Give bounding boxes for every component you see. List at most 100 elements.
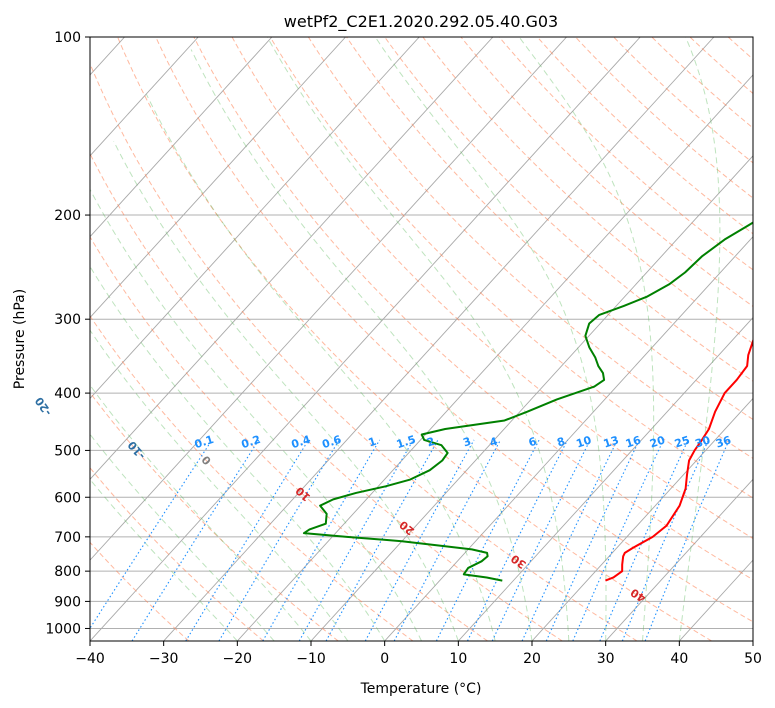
moist-adiabat-line xyxy=(90,188,422,641)
sounding-profiles xyxy=(302,221,753,582)
mixing-ratio-label: 0.6 xyxy=(320,433,343,451)
pressure-gridlines xyxy=(90,37,753,629)
chart-title: wetPf2_C2E1.2020.292.05.40.G03 xyxy=(284,12,558,32)
mixing-ratio-line xyxy=(364,439,475,641)
x-tick-label: 40 xyxy=(670,651,688,667)
mixing-ratio-line xyxy=(325,439,439,641)
mixing-ratio-line xyxy=(435,439,540,641)
dry-adiabat-line xyxy=(460,37,753,308)
x-tick-label: 10 xyxy=(449,651,467,667)
mixing-ratio-line xyxy=(572,439,665,641)
mixing-ratio-line xyxy=(131,439,260,641)
dry-adiabat-line xyxy=(90,315,414,641)
moist-adiabat-line xyxy=(374,37,607,641)
dry-adiabat-line xyxy=(193,37,753,581)
moist-adiabat-line xyxy=(90,329,349,641)
mixing-ratio-label: 2 xyxy=(425,435,436,450)
dry-adiabat-line xyxy=(90,467,264,641)
mixing-ratio-line xyxy=(218,439,340,641)
dry-adiabat-line xyxy=(613,37,753,164)
mixing-ratio-label: 10 xyxy=(575,433,594,450)
isotherm-line xyxy=(90,37,641,641)
mixing-ratio-label: 3 xyxy=(461,435,472,450)
isotherm-line xyxy=(237,74,753,641)
x-tick-label: −20 xyxy=(223,651,253,667)
y-tick-label: 400 xyxy=(54,386,81,402)
isotherm-line xyxy=(384,236,753,641)
temperature-profile-line xyxy=(605,338,753,582)
mixing-ratio-line xyxy=(545,439,640,641)
isotherm-line xyxy=(605,478,753,641)
y-tick-label: 100 xyxy=(54,30,81,46)
mixing-ratio-line xyxy=(262,439,381,641)
mixing-ratio-line xyxy=(621,439,709,641)
isotherm-line xyxy=(531,397,753,641)
dry-adiabat-line xyxy=(231,37,753,540)
dry-adiabat-line xyxy=(90,62,638,641)
x-tick-label: −40 xyxy=(75,651,105,667)
isotherm-line xyxy=(90,37,199,157)
isotherm-line xyxy=(90,37,420,400)
mixing-ratio-label: 25 xyxy=(673,434,692,451)
y-tick-label: 900 xyxy=(54,594,81,610)
thermo-background-lines xyxy=(90,37,753,641)
mixing-ratio-label: 4 xyxy=(488,435,500,450)
x-tick-label: 30 xyxy=(597,651,615,667)
dewpoint-profile-line xyxy=(302,221,753,582)
isotherm-line xyxy=(90,37,346,319)
mixing-ratio-label: 1.5 xyxy=(395,433,418,451)
isotherm-line xyxy=(90,37,494,480)
y-tick-label: 1000 xyxy=(45,621,81,637)
dry-adiabat-line xyxy=(155,37,753,623)
moist-adiabat-line xyxy=(90,478,238,641)
mixing-ratio-line xyxy=(298,439,414,641)
plot-frame xyxy=(89,36,754,642)
mixing-ratio-label: 20 xyxy=(648,433,667,450)
moist-adiabat-line xyxy=(678,37,721,641)
x-tick-label: −10 xyxy=(296,651,326,667)
y-tick-label: 500 xyxy=(54,443,81,459)
y-tick-label: 700 xyxy=(54,530,81,546)
dry-adiabat-line xyxy=(346,37,753,421)
isotherm-line xyxy=(90,37,273,238)
moist-adiabat-line xyxy=(90,384,312,641)
y-tick-label: 300 xyxy=(54,312,81,328)
isotherm-line xyxy=(458,316,753,641)
dry-adiabat-line xyxy=(90,391,339,641)
x-tick-label: 0 xyxy=(380,651,389,667)
y-tick-label: 800 xyxy=(54,564,81,580)
moist-adiabat-line xyxy=(145,94,496,641)
moist-adiabat-line xyxy=(190,49,533,641)
mixing-ratio-label: 16 xyxy=(624,433,643,450)
mixing-ratio-label: 1 xyxy=(367,435,378,450)
mixing-ratio-line xyxy=(90,439,213,630)
mixing-ratio-label: 13 xyxy=(602,434,621,451)
y-tick-label: 200 xyxy=(54,208,81,224)
moist-adiabat-line xyxy=(90,265,386,641)
dry-adiabat-line xyxy=(90,152,563,641)
dry-adiabat-line xyxy=(536,37,753,235)
isotherm-line xyxy=(90,37,567,561)
mixing-ratio-label: 8 xyxy=(555,435,566,450)
mixing-ratio-line xyxy=(599,439,689,641)
mixing-ratio-label: 0.1 xyxy=(193,433,216,451)
axis-ticks: −40 −30 −20 −10 0 10 20 30 40 5010020030040050060… xyxy=(45,30,762,667)
mixing-ratio-label: 0.4 xyxy=(290,433,313,451)
x-tick-label: 50 xyxy=(744,651,762,667)
mixing-ratio-label: 30 xyxy=(693,433,712,450)
mixing-ratio-line xyxy=(467,439,569,641)
dry-adiabat-line xyxy=(117,37,712,641)
mixing-ratio-label: 6 xyxy=(527,435,539,450)
isotherm-line xyxy=(163,37,715,641)
mixing-ratio-label: 36 xyxy=(714,433,733,450)
moist-adiabat-line xyxy=(518,37,655,641)
mixing-ratio-label: 0.2 xyxy=(240,433,263,451)
x-tick-label: 20 xyxy=(523,651,541,667)
y-axis-title: Pressure (hPa) xyxy=(12,289,28,389)
x-axis-title: Temperature (°C) xyxy=(360,681,482,697)
y-tick-label: 600 xyxy=(54,490,81,506)
moist-adiabat-line xyxy=(266,37,570,641)
x-tick-label: −30 xyxy=(149,651,179,667)
mixing-ratio-line xyxy=(185,439,309,641)
